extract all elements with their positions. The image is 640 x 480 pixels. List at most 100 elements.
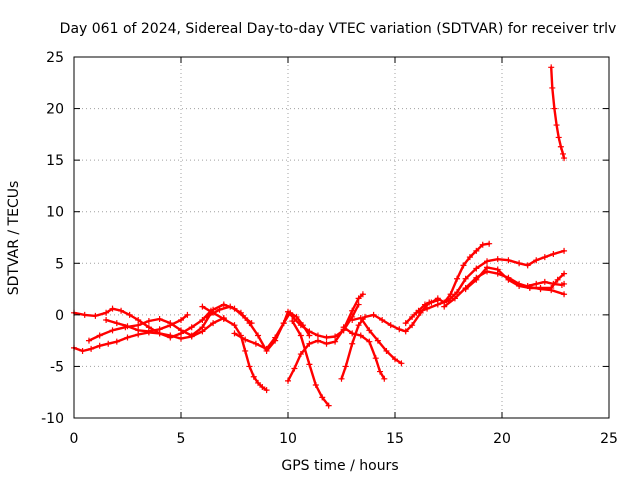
data-point <box>349 330 356 337</box>
data-point <box>548 64 555 71</box>
plot-area-frame <box>73 56 610 419</box>
data-point <box>188 324 195 331</box>
data-point <box>231 330 238 337</box>
y-tick-label: 10 <box>46 205 64 221</box>
data-point <box>392 356 398 363</box>
data-point <box>555 134 562 141</box>
data-point <box>96 342 103 349</box>
data-point <box>421 301 428 308</box>
series-line <box>550 66 566 160</box>
series-track-11 <box>340 324 388 382</box>
data-point <box>297 332 304 339</box>
data-point <box>460 262 467 269</box>
data-point <box>220 301 227 308</box>
data-point <box>516 282 523 289</box>
data-point <box>259 384 266 391</box>
series-line <box>340 299 439 380</box>
data-point <box>255 379 262 386</box>
x-tick-label: 20 <box>493 431 511 447</box>
data-point <box>92 312 99 319</box>
data-point <box>306 328 313 335</box>
data-point <box>434 295 441 302</box>
data-point <box>494 266 501 273</box>
data-point <box>484 258 491 265</box>
data-point <box>135 327 142 334</box>
data-point <box>145 318 152 325</box>
series-line <box>291 319 330 407</box>
data-point <box>188 332 195 339</box>
data-point <box>79 347 86 354</box>
data-point <box>484 264 491 271</box>
data-point <box>533 257 540 264</box>
data-point <box>220 315 227 322</box>
data-point <box>366 327 373 334</box>
data-point <box>372 355 379 362</box>
data-point <box>387 322 394 329</box>
data-point <box>561 155 568 162</box>
data-point <box>126 311 133 318</box>
x-tick-label: 0 <box>70 431 79 447</box>
data-point <box>124 323 131 330</box>
data-point <box>398 360 405 367</box>
data-point <box>81 311 88 318</box>
data-point <box>473 247 480 254</box>
data-point <box>156 326 163 333</box>
data-point <box>349 317 356 324</box>
data-point <box>314 337 321 344</box>
data-point <box>381 375 388 382</box>
series-line <box>201 305 268 392</box>
series-track-18 <box>548 64 568 162</box>
data-point <box>447 291 454 298</box>
data-point <box>280 320 287 327</box>
data-point <box>402 328 409 335</box>
data-point <box>231 322 238 329</box>
y-tick-label: 0 <box>55 308 64 324</box>
data-point <box>533 280 540 287</box>
data-point <box>551 105 558 112</box>
series-layer <box>71 64 568 409</box>
data-point <box>246 363 253 370</box>
data-point <box>434 301 441 308</box>
data-point <box>167 332 174 339</box>
data-point <box>199 317 206 324</box>
x-axis-label: GPS time / hours <box>281 458 398 474</box>
data-point <box>462 286 469 293</box>
data-point <box>559 150 566 157</box>
data-point <box>561 270 568 277</box>
data-point <box>473 265 480 272</box>
data-point <box>103 317 110 324</box>
data-point <box>494 256 501 263</box>
y-tick-label: 15 <box>46 153 64 169</box>
x-tick-label: 10 <box>279 431 297 447</box>
series-track-5 <box>199 303 270 394</box>
data-point <box>297 351 304 358</box>
data-point <box>349 307 356 314</box>
data-point <box>473 276 480 283</box>
data-point <box>314 332 321 339</box>
y-tick-label: -5 <box>50 359 64 375</box>
data-point <box>199 324 206 331</box>
series-track-9 <box>289 318 332 409</box>
x-tick-label: 5 <box>177 431 186 447</box>
data-point <box>370 311 377 318</box>
data-point <box>178 335 184 342</box>
data-point <box>454 275 461 282</box>
data-point <box>203 313 210 320</box>
data-point <box>541 278 548 285</box>
data-point <box>550 251 557 258</box>
data-point <box>297 322 304 329</box>
data-point <box>242 336 249 343</box>
data-point <box>109 305 116 312</box>
data-point <box>291 365 298 372</box>
data-point <box>178 327 184 334</box>
data-point <box>454 289 461 296</box>
data-point <box>428 299 435 306</box>
data-point <box>135 322 142 329</box>
y-tick-label: 25 <box>46 50 64 66</box>
data-point <box>374 337 381 344</box>
data-point <box>109 327 116 334</box>
data-point <box>561 280 568 287</box>
data-point <box>199 303 206 310</box>
data-point <box>557 143 564 150</box>
